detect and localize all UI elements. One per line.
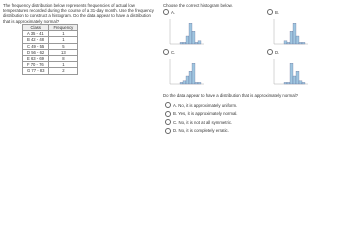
question-text: The frequency distribution below represe… bbox=[3, 3, 154, 24]
histogram-choice[interactable]: B. bbox=[267, 9, 279, 15]
histogram-thumbnail bbox=[273, 19, 308, 45]
option-label: A. bbox=[171, 9, 176, 15]
radio-button[interactable] bbox=[267, 49, 273, 55]
thumb-bar bbox=[292, 23, 297, 45]
frequency-cell: 8 bbox=[48, 54, 79, 63]
thumb-bar bbox=[295, 35, 300, 45]
thumb-bar bbox=[179, 42, 184, 45]
col-header: Class bbox=[21, 23, 50, 32]
table-row: C 49 - 55 5 bbox=[21, 42, 79, 50]
radio-button[interactable] bbox=[267, 9, 273, 15]
thumb-bar bbox=[197, 40, 202, 45]
class-cell: F 70 - 76 bbox=[21, 61, 50, 69]
answer-text: B. Yes, it is approximately normal. bbox=[173, 111, 238, 116]
answer-choice[interactable]: D. No, it is completely erratic. bbox=[165, 127, 229, 134]
radio-button[interactable] bbox=[163, 49, 169, 55]
class-cell: B 42 - 48 bbox=[21, 36, 50, 44]
option-label: B. bbox=[275, 9, 280, 15]
histogram-choice[interactable]: D. bbox=[267, 49, 279, 55]
radio-button[interactable] bbox=[165, 119, 171, 125]
thumb-bar bbox=[191, 63, 196, 85]
frequency-table: Class Frequency A 35 - 41 1 B 42 - 48 1 C 49 … bbox=[21, 23, 79, 75]
thumb-bar bbox=[188, 23, 193, 45]
instruction: Choose the correct histogram below. bbox=[163, 3, 233, 8]
option-label: D. bbox=[275, 49, 280, 55]
class-cell: E 63 - 69 bbox=[21, 54, 50, 63]
thumb-bar bbox=[301, 42, 306, 45]
answer-choice[interactable]: C. No, it is not at all symmetric. bbox=[165, 119, 232, 125]
class-cell: C 49 - 55 bbox=[21, 42, 50, 50]
radio-button[interactable] bbox=[163, 9, 169, 15]
answer-text: C. No, it is not at all symmetric. bbox=[173, 119, 233, 125]
thumb-bar bbox=[292, 75, 297, 85]
thumb-bar bbox=[283, 40, 288, 45]
radio-button[interactable] bbox=[165, 110, 171, 117]
table-row: B 42 - 48 1 bbox=[21, 36, 79, 44]
answer-text: D. No, it is completely erratic. bbox=[173, 128, 229, 133]
thumb-bar bbox=[194, 82, 199, 85]
table-row: D 56 - 62 13 bbox=[21, 48, 79, 57]
thumb-bar bbox=[194, 42, 199, 45]
thumb-bar bbox=[298, 80, 303, 85]
thumb-bar bbox=[179, 82, 184, 85]
table-row: F 70 - 76 1 bbox=[21, 61, 79, 69]
histogram-thumbnail bbox=[273, 59, 308, 85]
question-text: Do the data appear to have a distributio… bbox=[163, 93, 298, 98]
radio-button[interactable] bbox=[165, 102, 171, 108]
histogram-thumbnail bbox=[169, 19, 204, 45]
col-header: Frequency bbox=[48, 23, 79, 32]
thumb-bar bbox=[185, 35, 190, 45]
answer-choice[interactable]: A. No, it is approximately uniform. bbox=[165, 102, 237, 108]
table-row: E 63 - 69 8 bbox=[21, 54, 79, 63]
table-row: G 77 - 83 2 bbox=[21, 67, 79, 75]
frequency-cell: 2 bbox=[48, 67, 79, 75]
frequency-cell: 1 bbox=[48, 61, 79, 69]
thumb-bar bbox=[182, 42, 187, 45]
thumb-bar bbox=[185, 75, 190, 85]
class-cell: D 56 - 62 bbox=[21, 48, 50, 57]
frequency-cell: 1 bbox=[48, 30, 79, 38]
answer-text: A. No, it is approximately uniform. bbox=[173, 102, 238, 108]
thumb-bar bbox=[286, 42, 291, 45]
thumb-bar bbox=[286, 82, 291, 85]
histogram-thumbnail bbox=[169, 59, 204, 85]
thumb-bar bbox=[191, 31, 196, 45]
option-label: C. bbox=[171, 49, 176, 55]
thumb-bar bbox=[289, 31, 294, 45]
thumb-bar bbox=[298, 42, 303, 45]
page: The frequency distribution below represe… bbox=[3, 3, 308, 134]
radio-button[interactable] bbox=[165, 127, 171, 134]
answer-choice[interactable]: B. Yes, it is approximately normal. bbox=[165, 110, 238, 117]
frequency-cell: 1 bbox=[48, 36, 79, 44]
table-row: A 35 - 41 1 bbox=[21, 30, 79, 38]
class-cell: A 35 - 41 bbox=[21, 30, 50, 38]
thumb-bar bbox=[182, 80, 187, 85]
thumb-bar bbox=[188, 71, 193, 85]
thumb-bar bbox=[301, 82, 306, 85]
thumb-bar bbox=[283, 82, 288, 85]
frequency-cell: 5 bbox=[48, 42, 79, 50]
frequency-cell: 13 bbox=[48, 48, 79, 57]
thumb-bar bbox=[295, 71, 300, 85]
histogram-choice[interactable]: A. bbox=[163, 9, 175, 15]
histogram-choice[interactable]: C. bbox=[163, 49, 175, 55]
thumb-bar bbox=[197, 82, 202, 85]
thumb-bar bbox=[289, 63, 294, 85]
class-cell: G 77 - 83 bbox=[21, 67, 50, 75]
